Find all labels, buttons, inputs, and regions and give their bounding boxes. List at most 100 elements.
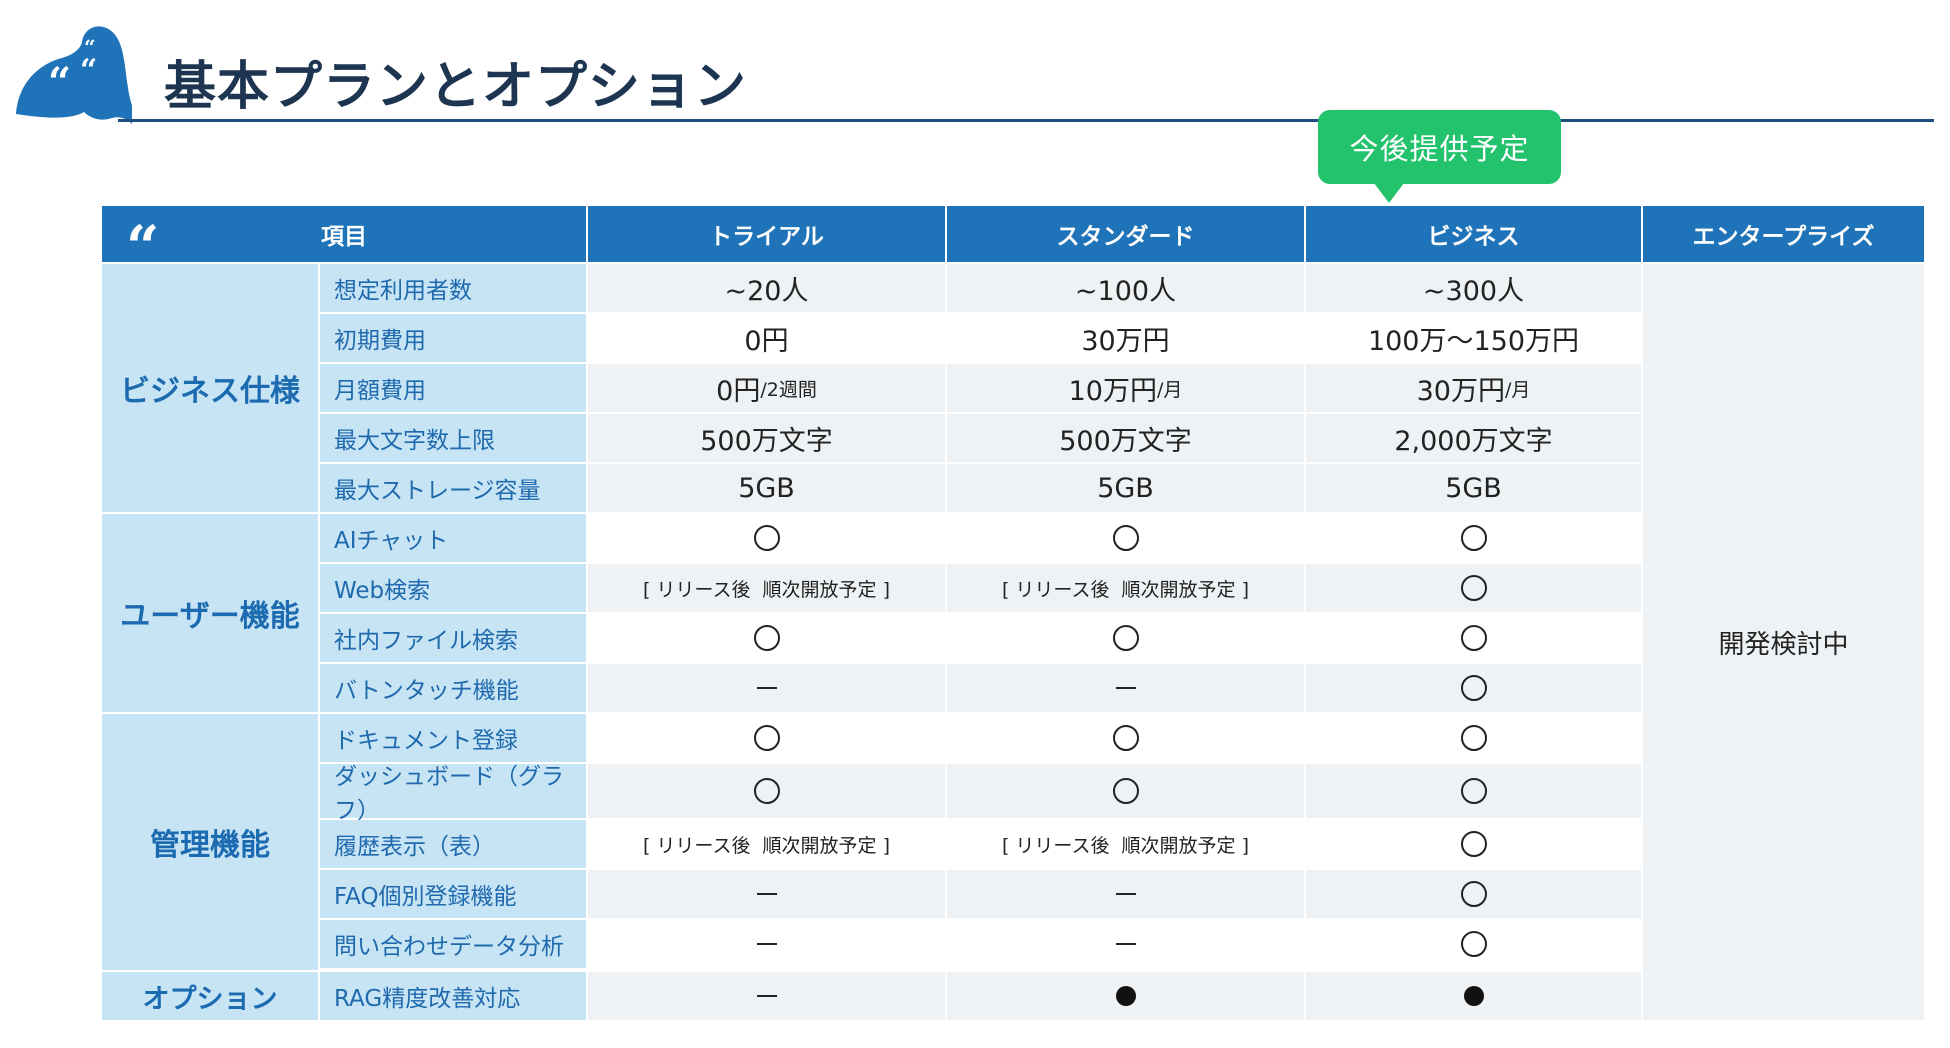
category-options: オプション <box>102 972 318 1020</box>
not-available-dash-icon <box>756 943 777 945</box>
value-trial: 0円 <box>588 314 945 362</box>
row-item-label: 最大文字数上限 <box>320 414 586 462</box>
brand-logo: “ “ “ <box>16 26 132 124</box>
not-available-dash-icon <box>756 687 777 689</box>
value-trial <box>588 514 945 562</box>
category-admin-features: 管理機能 <box>102 714 318 970</box>
available-circle-icon <box>1460 675 1487 701</box>
header-plan-enterprise: エンタープライズ <box>1643 206 1924 262</box>
row-item-label: ドキュメント登録 <box>320 714 586 762</box>
value-business: ~300人 <box>1306 264 1641 312</box>
value-business <box>1306 820 1641 868</box>
value-trial <box>588 764 945 818</box>
title-divider <box>118 119 1934 122</box>
value-text: 10万円 <box>1068 375 1157 407</box>
row-item-label: AIチャット <box>320 514 586 562</box>
value-trial: 0円/2週間 <box>588 364 945 412</box>
row-item-label: 初期費用 <box>320 314 586 362</box>
available-circle-icon <box>1460 625 1487 651</box>
value-standard: 5GB <box>947 464 1304 512</box>
available-circle-icon <box>1112 778 1139 804</box>
value-text: [ リリース後 順次開放予定 ] <box>1001 834 1250 857</box>
row-item-label: 社内ファイル検索 <box>320 614 586 662</box>
value-text: 100万～150万円 <box>1367 325 1580 357</box>
value-business <box>1306 514 1641 562</box>
value-text: 30万円 <box>1081 325 1170 357</box>
value-text: 5GB <box>1445 472 1502 504</box>
available-circle-icon <box>1460 725 1487 751</box>
row-item-label: ダッシュボード（グラフ） <box>320 764 586 824</box>
row-item-label: 想定利用者数 <box>320 264 586 312</box>
value-text: [ リリース後 順次開放予定 ] <box>642 834 891 857</box>
value-standard: 500万文字 <box>947 414 1304 462</box>
value-trial <box>588 972 945 1020</box>
value-business <box>1306 920 1641 968</box>
header-plan-trial: トライアル <box>588 206 945 262</box>
available-circle-icon <box>753 525 780 551</box>
value-text: 500万文字 <box>1059 425 1192 457</box>
value-standard: ~100人 <box>947 264 1304 312</box>
value-trial <box>588 664 945 712</box>
value-business <box>1306 972 1641 1020</box>
value-trial <box>588 614 945 662</box>
value-trial: [ リリース後 順次開放予定 ] <box>588 820 945 868</box>
value-text: 5GB <box>738 472 795 504</box>
included-dot-icon <box>1463 986 1484 1006</box>
svg-text:“: “ <box>84 35 96 59</box>
value-standard <box>947 714 1304 762</box>
value-text: [ リリース後 順次開放予定 ] <box>1001 578 1250 601</box>
value-business: 2,000万文字 <box>1306 414 1641 462</box>
available-circle-icon <box>1460 831 1487 857</box>
row-item-label: FAQ個別登録機能 <box>320 870 586 918</box>
available-circle-icon <box>1460 881 1487 907</box>
available-circle-icon <box>1112 625 1139 651</box>
available-circle-icon <box>1460 931 1487 957</box>
header-item-cell: “ 項目 <box>102 206 586 276</box>
value-text: 2,000万文字 <box>1394 425 1553 457</box>
callout-pointer <box>1374 183 1404 203</box>
value-text: ~100人 <box>1074 275 1177 307</box>
category-business-spec: ビジネス仕様 <box>102 264 318 512</box>
header-item-label: 項目 <box>321 224 367 250</box>
row-item-label: Web検索 <box>320 564 586 612</box>
value-text: 500万文字 <box>700 425 833 457</box>
included-dot-icon <box>1115 986 1136 1006</box>
available-circle-icon <box>753 625 780 651</box>
value-trial <box>588 870 945 918</box>
available-circle-icon <box>1460 525 1487 551</box>
value-trial: 500万文字 <box>588 414 945 462</box>
available-circle-icon <box>753 778 780 804</box>
header-plan-standard: スタンダード <box>947 206 1304 262</box>
value-trial <box>588 714 945 762</box>
row-item-label: 履歴表示（表） <box>320 820 586 868</box>
value-standard <box>947 764 1304 818</box>
not-available-dash-icon <box>1115 943 1136 945</box>
not-available-dash-icon <box>1115 893 1136 895</box>
value-trial: ~20人 <box>588 264 945 312</box>
value-standard: 10万円/月 <box>947 364 1304 412</box>
row-item-label: 月額費用 <box>320 364 586 412</box>
value-unit: /月 <box>1504 378 1531 401</box>
value-text: ~20人 <box>724 275 809 307</box>
not-available-dash-icon <box>1115 687 1136 689</box>
available-circle-icon <box>1112 525 1139 551</box>
value-business <box>1306 870 1641 918</box>
value-standard <box>947 514 1304 562</box>
value-standard <box>947 920 1304 968</box>
available-circle-icon <box>1460 778 1487 804</box>
not-available-dash-icon <box>756 893 777 895</box>
value-business <box>1306 714 1641 762</box>
available-circle-icon <box>1112 725 1139 751</box>
value-standard <box>947 972 1304 1020</box>
available-circle-icon <box>753 725 780 751</box>
upcoming-callout: 今後提供予定 <box>1318 110 1561 184</box>
not-available-dash-icon <box>756 995 777 997</box>
value-business <box>1306 564 1641 612</box>
value-text: 0円 <box>744 325 789 357</box>
value-unit: /2週間 <box>760 378 817 401</box>
value-business: 100万～150万円 <box>1306 314 1641 362</box>
value-standard <box>947 614 1304 662</box>
value-text: ~300人 <box>1422 275 1525 307</box>
value-standard <box>947 870 1304 918</box>
enterprise-status: 開発検討中 <box>1643 264 1924 1020</box>
